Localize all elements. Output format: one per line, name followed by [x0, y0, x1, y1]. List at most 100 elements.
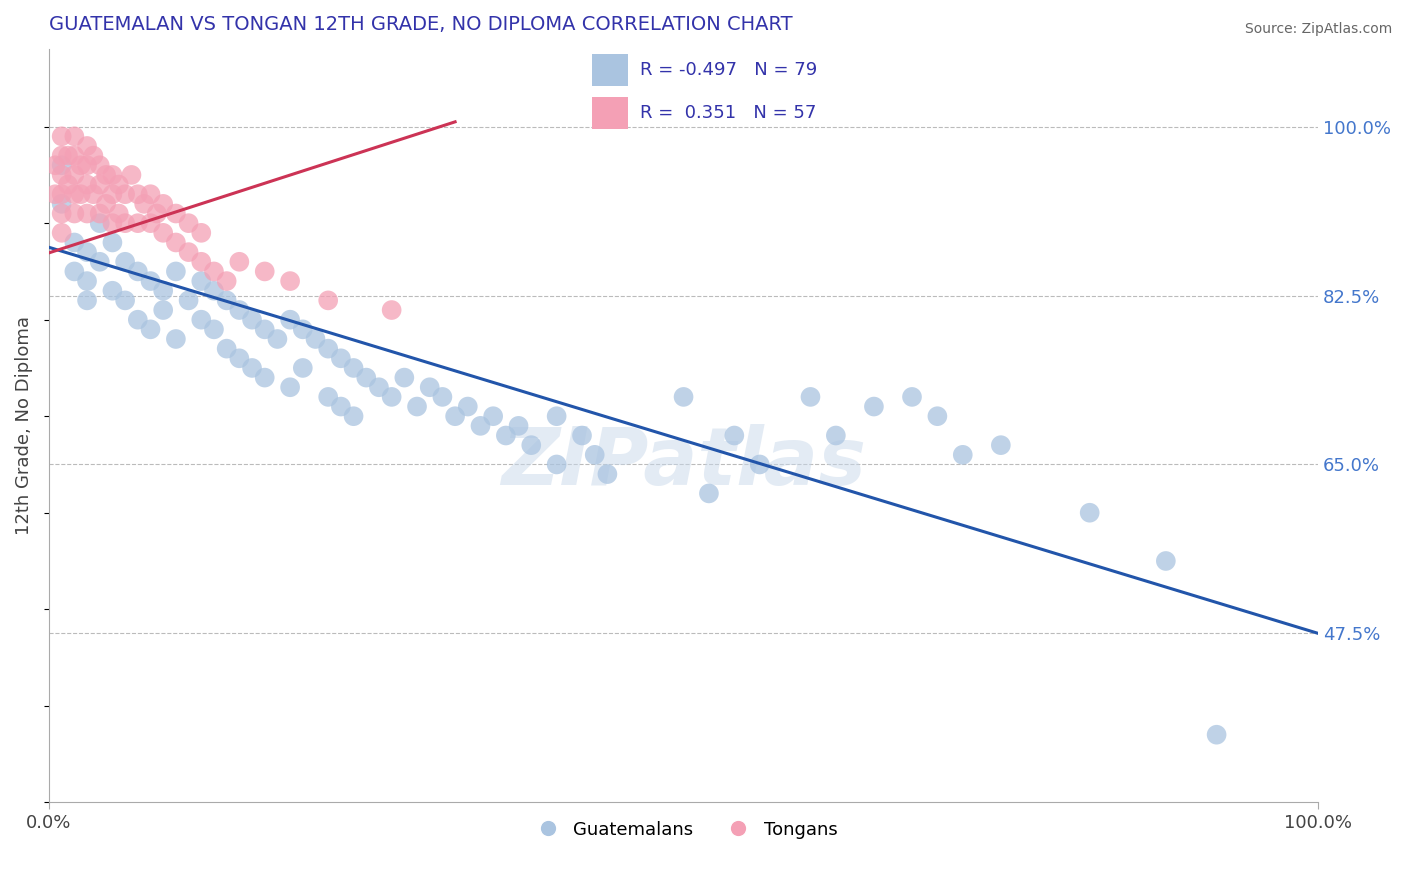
Point: [394, 370, 416, 384]
Y-axis label: 12th Grade, No Diploma: 12th Grade, No Diploma: [15, 317, 32, 535]
Point: [482, 409, 505, 424]
Point: [1205, 728, 1227, 742]
Point: [152, 303, 174, 318]
Point: [278, 312, 301, 326]
Point: [89, 216, 111, 230]
Point: [697, 486, 720, 500]
Point: [134, 197, 156, 211]
Point: [94, 168, 117, 182]
Point: [253, 264, 276, 278]
Point: [419, 380, 441, 394]
Point: [101, 284, 124, 298]
Point: [546, 409, 568, 424]
Point: [723, 428, 745, 442]
Point: [69, 187, 91, 202]
Point: [127, 312, 149, 326]
Point: [69, 158, 91, 172]
Point: [266, 332, 288, 346]
Point: [508, 418, 530, 433]
Point: [139, 216, 162, 230]
Point: [76, 178, 98, 192]
Point: [342, 360, 364, 375]
Point: [190, 226, 212, 240]
Point: [76, 158, 98, 172]
Point: [51, 168, 73, 182]
Text: Source: ZipAtlas.com: Source: ZipAtlas.com: [1244, 22, 1392, 37]
Point: [228, 351, 250, 366]
Point: [63, 168, 86, 182]
Point: [101, 187, 124, 202]
Point: [89, 158, 111, 172]
FancyBboxPatch shape: [592, 97, 628, 129]
Point: [152, 197, 174, 211]
Point: [165, 206, 187, 220]
Point: [114, 293, 136, 308]
Point: [316, 342, 339, 356]
Point: [114, 254, 136, 268]
Point: [291, 322, 314, 336]
Point: [127, 216, 149, 230]
Point: [152, 226, 174, 240]
Point: [101, 235, 124, 250]
Point: [63, 206, 86, 220]
Text: GUATEMALAN VS TONGAN 12TH GRADE, NO DIPLOMA CORRELATION CHART: GUATEMALAN VS TONGAN 12TH GRADE, NO DIPL…: [49, 15, 793, 34]
Point: [114, 187, 136, 202]
Point: [190, 274, 212, 288]
Point: [546, 458, 568, 472]
Point: [583, 448, 606, 462]
Point: [457, 400, 479, 414]
Point: [51, 158, 73, 172]
Point: [444, 409, 467, 424]
Point: [107, 178, 129, 192]
Point: [177, 293, 200, 308]
Point: [165, 332, 187, 346]
Point: [101, 168, 124, 182]
Point: [278, 274, 301, 288]
Point: [571, 428, 593, 442]
Point: [101, 216, 124, 230]
Point: [202, 284, 225, 298]
Point: [672, 390, 695, 404]
Point: [63, 235, 86, 250]
FancyBboxPatch shape: [592, 54, 628, 86]
Point: [51, 197, 73, 211]
Point: [121, 168, 143, 182]
Point: [1078, 506, 1101, 520]
Point: [202, 322, 225, 336]
Text: ZIPatlas: ZIPatlas: [501, 425, 866, 502]
Point: [139, 187, 162, 202]
Point: [368, 380, 391, 394]
Point: [304, 332, 326, 346]
Point: [329, 351, 352, 366]
Point: [278, 380, 301, 394]
Point: [748, 458, 770, 472]
Point: [139, 274, 162, 288]
Point: [127, 187, 149, 202]
Point: [228, 303, 250, 318]
Point: [63, 187, 86, 202]
Point: [495, 428, 517, 442]
Point: [51, 148, 73, 162]
Point: [89, 254, 111, 268]
Point: [63, 129, 86, 144]
Point: [146, 206, 169, 220]
Point: [316, 293, 339, 308]
Point: [215, 342, 238, 356]
Point: [56, 178, 79, 192]
Point: [952, 448, 974, 462]
Point: [990, 438, 1012, 452]
Point: [51, 129, 73, 144]
Point: [82, 148, 104, 162]
Point: [114, 216, 136, 230]
Point: [381, 390, 404, 404]
Point: [356, 370, 378, 384]
Point: [799, 390, 821, 404]
Point: [107, 206, 129, 220]
Point: [202, 264, 225, 278]
Point: [1154, 554, 1177, 568]
Point: [291, 360, 314, 375]
Point: [190, 254, 212, 268]
Point: [329, 400, 352, 414]
Point: [316, 390, 339, 404]
Point: [89, 206, 111, 220]
